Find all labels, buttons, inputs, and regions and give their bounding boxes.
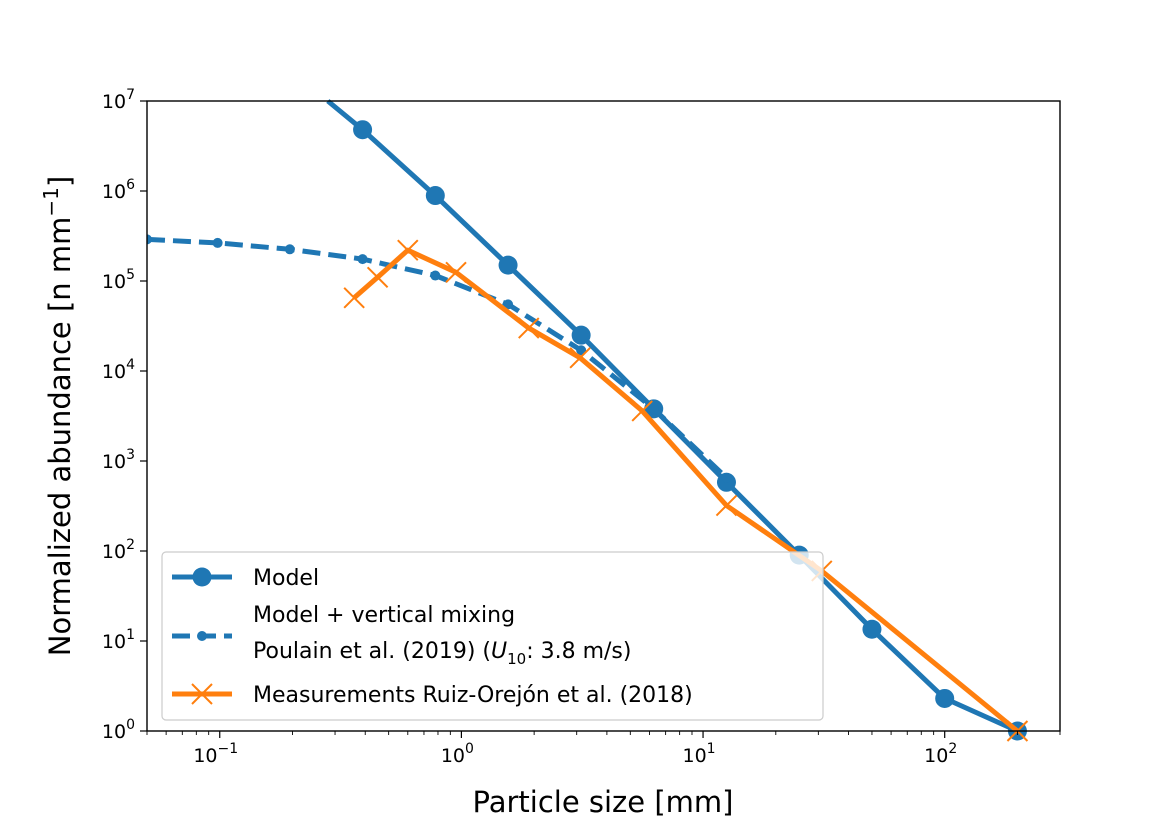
data-point — [397, 239, 419, 261]
y-tick-label: 101 — [102, 627, 135, 653]
y-tick-label: 107 — [102, 87, 135, 113]
series-measurements-ruiz-orej-n-et-al-2018 — [343, 239, 1029, 742]
data-point — [862, 619, 882, 639]
y-axis-label: Normalized abundance [n mm−1] — [39, 176, 77, 656]
data-point — [343, 287, 365, 309]
series-line-measurements-ruiz-orej-n-et-al-2018 — [352, 247, 1019, 733]
data-point — [571, 325, 591, 345]
legend-swatch-measurements-marker — [191, 683, 213, 705]
legend-box — [161, 551, 824, 721]
data-point — [935, 688, 955, 708]
data-point — [353, 120, 373, 140]
ticks-layer: 10−1 100 101 102 100 101 102 103 104 105 106 107 — [102, 87, 1061, 767]
data-point — [284, 244, 295, 255]
y-tick-label: 104 — [102, 357, 135, 383]
y-axis-label-exponent: −1 — [39, 187, 63, 216]
y-tick-label: 103 — [102, 447, 135, 473]
x-axis-label: Particle size [mm] — [473, 785, 734, 819]
y-tick-label: 105 — [102, 267, 135, 293]
y-axis-label-end: ] — [43, 176, 77, 187]
x-tick-label: 101 — [682, 741, 715, 767]
data-point — [576, 345, 587, 356]
data-point — [648, 403, 659, 414]
y-axis-label-main: Normalized abundance [n mm — [43, 217, 77, 657]
legend-label-model: Model — [253, 566, 319, 591]
y-tick-label: 102 — [102, 537, 135, 563]
series-model-vertical-mixing — [147, 234, 732, 483]
x-tick-label: 102 — [924, 741, 957, 767]
x-tick-label: 100 — [441, 741, 474, 767]
legend: Model Model + vertical mixing Poulain et… — [161, 551, 824, 721]
data-point — [147, 234, 152, 245]
data-point — [569, 347, 591, 369]
data-point — [498, 255, 518, 275]
legend-label-mixing-line2-start: Poulain et al. (2019) ( — [253, 639, 491, 664]
legend-swatch-model-marker — [192, 567, 212, 587]
legend-label-mixing-line2-end: : 3.8 m/s) — [526, 639, 631, 664]
legend-label-mixing-u: U — [491, 639, 507, 664]
data-point — [357, 254, 368, 265]
data-point — [518, 317, 540, 339]
data-point — [212, 237, 223, 248]
y-tick-label: 100 — [102, 717, 135, 743]
data-point — [721, 472, 732, 483]
data-point — [503, 299, 514, 310]
data-point — [425, 186, 445, 206]
data-point — [715, 494, 738, 517]
legend-label-mixing-line1: Model + vertical mixing — [253, 603, 515, 628]
plot-frame — [146, 100, 1061, 732]
series-layer — [147, 99, 1029, 742]
data-point — [430, 270, 441, 281]
legend-label-measurements: Measurements Ruiz-Orejón et al. (2018) — [253, 683, 693, 708]
legend-label-mixing-line2: Poulain et al. (2019) (U10: 3.8 m/s) — [253, 639, 631, 668]
legend-swatch-mixing-marker — [197, 631, 207, 641]
y-tick-label: 106 — [102, 177, 135, 203]
x-tick-label: 10−1 — [193, 741, 238, 767]
data-point — [445, 261, 467, 283]
data-point — [366, 266, 389, 288]
data-point — [631, 400, 653, 422]
legend-label-mixing-sub: 10 — [507, 650, 526, 668]
